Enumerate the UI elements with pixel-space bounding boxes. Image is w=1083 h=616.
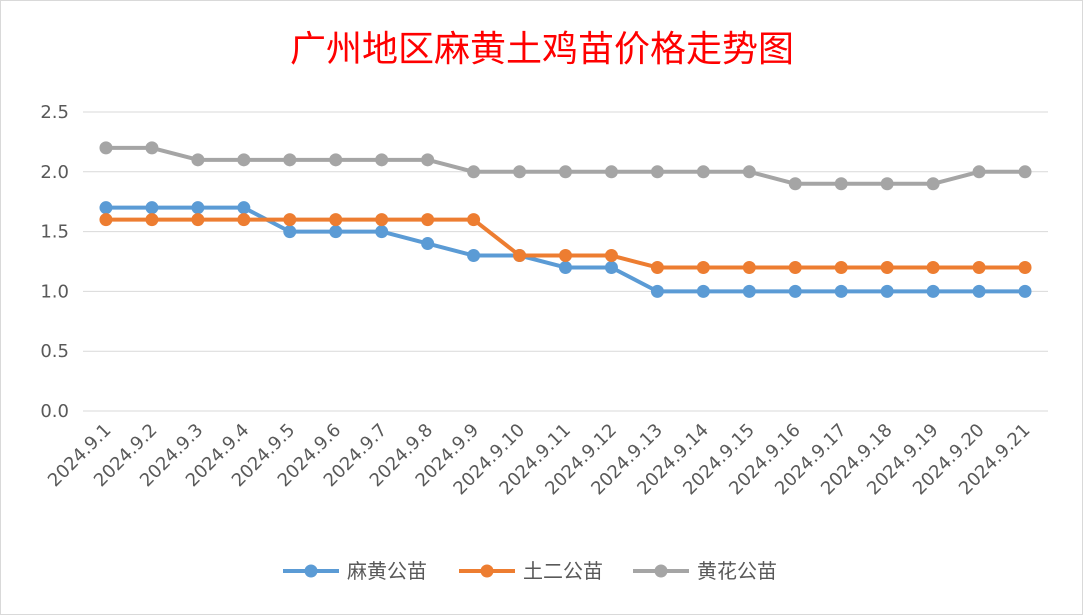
- data-point: [283, 153, 297, 167]
- data-point: [788, 284, 802, 298]
- data-point: [696, 165, 710, 179]
- data-point: [880, 260, 894, 274]
- data-point: [191, 201, 205, 215]
- data-point: [237, 153, 251, 167]
- data-point: [742, 260, 756, 274]
- data-point: [467, 213, 481, 227]
- series-1: [99, 201, 1032, 298]
- data-point: [559, 249, 572, 263]
- data-point: [559, 165, 572, 179]
- y-tick-label: 1.5: [40, 222, 69, 243]
- data-point: [375, 213, 389, 227]
- data-point: [513, 249, 527, 263]
- data-point: [880, 284, 894, 298]
- data-point: [972, 260, 986, 274]
- legend-item: 黄花公苗: [633, 559, 777, 583]
- data-point: [375, 225, 389, 239]
- data-point: [559, 260, 572, 274]
- legend-label: 黄花公苗: [697, 559, 777, 583]
- legend-item: 麻黄公苗: [283, 559, 427, 583]
- data-point: [145, 141, 159, 155]
- data-point: [926, 284, 940, 298]
- data-point: [283, 225, 297, 239]
- data-point: [834, 260, 848, 274]
- data-point: [650, 260, 664, 274]
- data-point: [237, 201, 251, 215]
- data-point: [926, 177, 940, 191]
- y-tick-label: 0.5: [40, 341, 69, 362]
- y-tick-label: 1.0: [40, 281, 69, 302]
- series-3: [99, 141, 1032, 191]
- y-axis-ticks: 0.0 0.5 1.0 1.5 2.0 2.5: [40, 102, 69, 422]
- series-lines: [99, 141, 1032, 298]
- data-point: [604, 249, 618, 263]
- data-point: [972, 284, 986, 298]
- data-point: [421, 213, 435, 227]
- y-tick-label: 0.0: [40, 401, 69, 422]
- data-point: [604, 165, 618, 179]
- legend-label: 麻黄公苗: [347, 559, 427, 583]
- data-point: [696, 260, 710, 274]
- data-point: [145, 201, 159, 215]
- y-tick-label: 2.5: [40, 102, 69, 123]
- x-axis-ticks: 2024.9.12024.9.22024.9.32024.9.42024.9.5…: [44, 420, 1035, 500]
- legend-item: 土二公苗: [459, 559, 603, 583]
- series-2: [99, 213, 1032, 274]
- legend: 麻黄公苗 土二公苗 黄花公苗: [283, 559, 777, 583]
- data-point: [1018, 284, 1032, 298]
- data-point: [237, 213, 251, 227]
- data-point: [834, 177, 848, 191]
- data-point: [513, 165, 527, 179]
- data-point: [604, 260, 618, 274]
- legend-marker: [304, 564, 318, 578]
- data-point: [1018, 165, 1032, 179]
- data-point: [742, 165, 756, 179]
- data-point: [421, 237, 435, 251]
- data-point: [926, 260, 940, 274]
- data-point: [99, 213, 113, 227]
- data-point: [650, 165, 664, 179]
- data-point: [99, 141, 113, 155]
- legend-marker: [654, 564, 668, 578]
- data-point: [467, 249, 481, 263]
- data-point: [788, 260, 802, 274]
- data-point: [972, 165, 986, 179]
- data-point: [375, 153, 389, 167]
- y-tick-label: 2.0: [40, 162, 69, 183]
- chart-title: 广州地区麻黄土鸡苗价格走势图: [290, 29, 794, 70]
- legend-label: 土二公苗: [523, 559, 603, 583]
- data-point: [880, 177, 894, 191]
- data-point: [191, 153, 205, 167]
- data-point: [696, 284, 710, 298]
- data-point: [329, 153, 343, 167]
- data-point: [283, 213, 297, 227]
- data-point: [329, 225, 343, 239]
- data-point: [650, 284, 664, 298]
- data-point: [145, 213, 159, 227]
- data-point: [788, 177, 802, 191]
- legend-marker: [480, 564, 494, 578]
- data-point: [99, 201, 113, 215]
- data-point: [834, 284, 848, 298]
- data-point: [191, 213, 205, 227]
- data-point: [467, 165, 481, 179]
- data-point: [329, 213, 343, 227]
- data-point: [742, 284, 756, 298]
- data-point: [421, 153, 435, 167]
- data-point: [1018, 260, 1032, 274]
